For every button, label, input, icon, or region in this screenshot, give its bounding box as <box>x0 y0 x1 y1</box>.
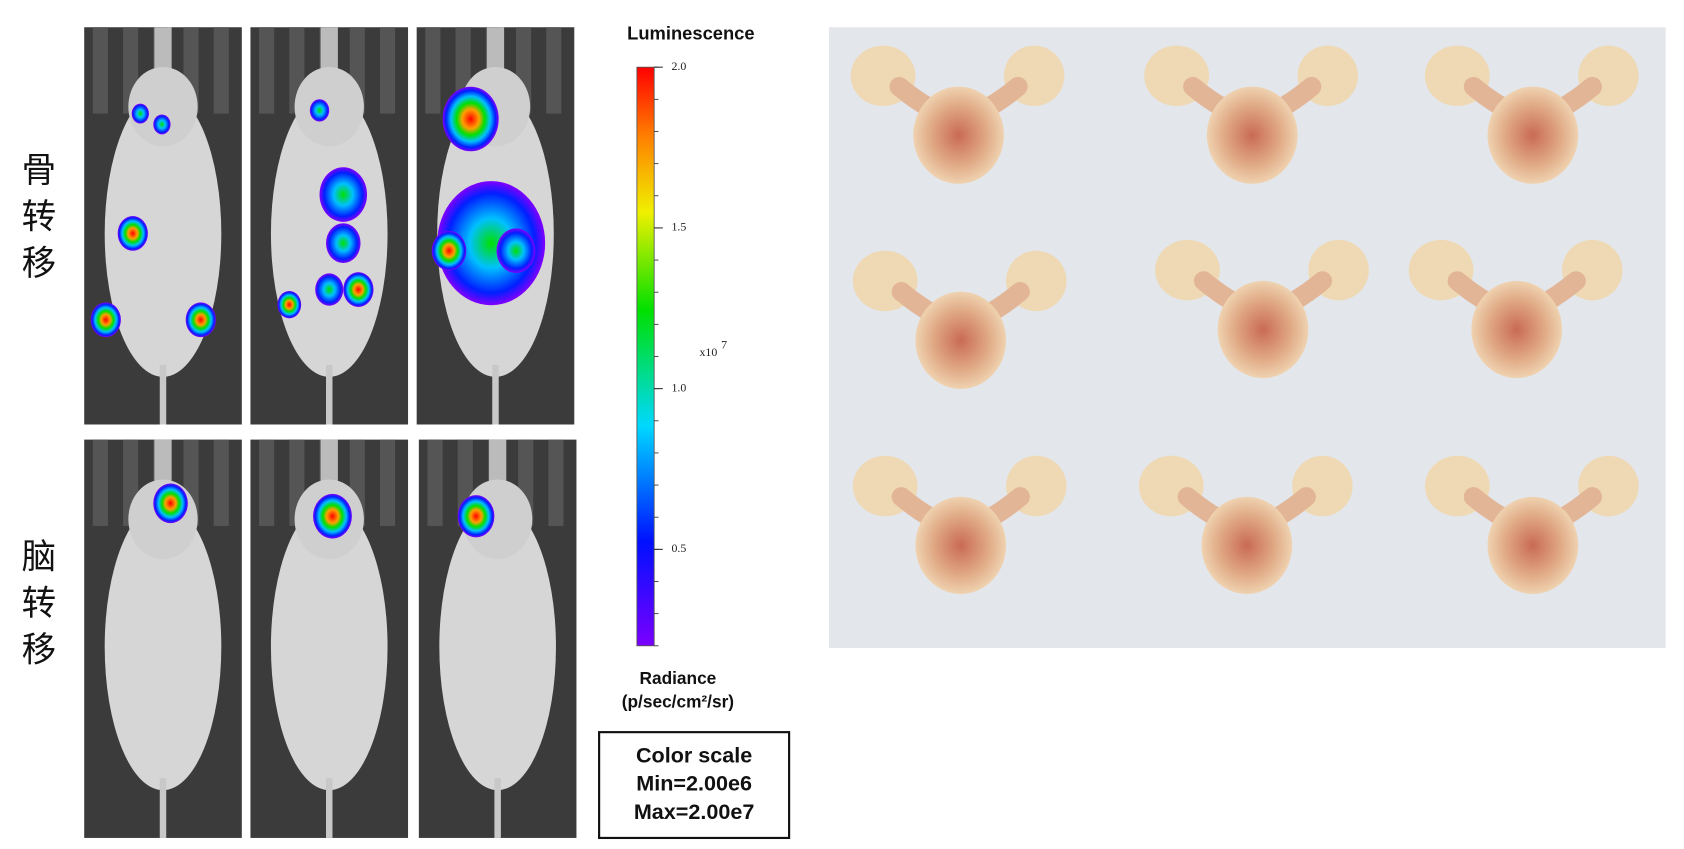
mouse-tail <box>159 778 167 838</box>
holder-bar <box>427 439 443 526</box>
uterus-body <box>1217 280 1309 379</box>
uterus-specimen <box>850 45 1065 184</box>
mouse-tail <box>494 778 501 838</box>
uterus-specimen <box>1408 239 1623 379</box>
holder-bar <box>379 27 396 114</box>
uterus-specimen <box>1155 239 1369 379</box>
mouse-tail <box>159 364 167 425</box>
mouse-panel <box>418 439 577 838</box>
uterus-body <box>1487 496 1579 594</box>
uterus-body <box>1487 86 1579 184</box>
signal-spot <box>343 272 374 307</box>
color-scale-box <box>598 731 791 840</box>
uterus-body <box>1206 86 1298 184</box>
holder-bar <box>259 439 275 526</box>
colorbar-tick-label: 0.5 <box>671 541 686 555</box>
signal-spot <box>431 230 467 271</box>
uterus-specimen <box>1424 45 1639 184</box>
signal-spot <box>309 99 330 122</box>
signal-spot <box>326 223 361 264</box>
mouse-panel <box>250 439 409 838</box>
holder-bar <box>548 439 564 526</box>
colorbar-tick-label: 1.5 <box>671 220 686 234</box>
signal-spot <box>313 493 352 539</box>
holder-bar <box>546 27 562 114</box>
holder-bar <box>92 27 108 114</box>
row-label-text: 骨转移 <box>22 152 57 283</box>
row-label: 脑转移 <box>22 539 57 670</box>
holder-bar <box>92 439 108 526</box>
mouse-panel <box>84 27 242 425</box>
signal-spot <box>437 181 546 306</box>
mouse-head <box>128 66 198 147</box>
mouse-tail <box>326 778 333 838</box>
colorbar-tick-label: 1.0 <box>671 380 686 394</box>
uterus-specimen <box>1138 455 1353 594</box>
uterus-body <box>913 86 1004 184</box>
holder-bar <box>213 27 229 114</box>
mouse-images <box>84 27 577 838</box>
color-scale-min: Min=2.00e6 <box>636 771 752 796</box>
colorbar-title: Luminescence <box>627 23 754 44</box>
mouse-tail <box>326 364 333 425</box>
colorbar-tick-label: 2.0 <box>671 59 686 73</box>
signal-spot <box>277 291 302 319</box>
unit-label: (p/sec/cm²/sr) <box>622 692 734 712</box>
mouse-body <box>104 90 222 377</box>
row-label-text: 脑转移 <box>22 539 57 670</box>
uterus-body <box>1201 496 1293 594</box>
mouse-body <box>270 503 388 791</box>
signal-spot <box>319 167 368 222</box>
signal-spot <box>153 483 188 524</box>
uterus-body <box>915 291 1007 389</box>
holder-bar <box>213 439 229 526</box>
colorbar <box>636 66 655 647</box>
signal-spot <box>442 86 499 152</box>
uterus-specimen <box>1144 45 1358 184</box>
mouse-head <box>294 66 364 147</box>
holder-bar <box>425 27 441 114</box>
mouse-body <box>104 503 222 791</box>
uterus-specimen <box>852 250 1067 389</box>
color-scale-max: Max=2.00e7 <box>634 799 755 824</box>
uterus-body <box>915 496 1007 594</box>
signal-spot <box>131 103 149 124</box>
signal-spot <box>315 273 344 306</box>
signal-spot <box>496 228 536 274</box>
colorbar-multiplier: x10 <box>700 345 718 359</box>
mouse-body <box>439 503 556 791</box>
signal-spot <box>117 216 148 251</box>
signal-spot <box>185 302 216 338</box>
colorbar-exponent: 7 <box>721 337 727 351</box>
tissue-photo <box>829 27 1666 648</box>
holder-bar <box>259 27 275 114</box>
mouse-tail <box>492 364 499 425</box>
uterus-specimen <box>852 455 1067 594</box>
unit-label: Radiance <box>640 668 717 688</box>
color-scale-title: Color scale <box>636 743 752 768</box>
uterus-body <box>1471 280 1563 379</box>
colorbar-ticks: 2.0 1.5 1.0 0.5 <box>654 59 686 647</box>
signal-spot <box>153 114 171 135</box>
row-label: 骨转移 <box>22 152 57 283</box>
mouse-panel <box>250 27 409 425</box>
uterus-specimen <box>1424 455 1639 594</box>
signal-spot <box>90 302 121 338</box>
signal-spot <box>457 495 495 538</box>
holder-bar <box>379 439 396 526</box>
